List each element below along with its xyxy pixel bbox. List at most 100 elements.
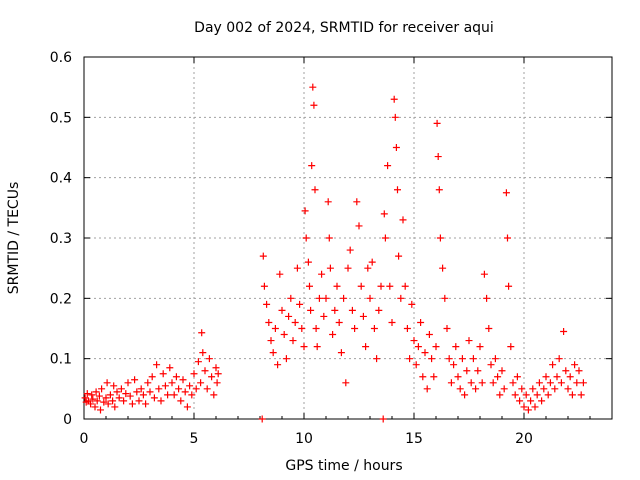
data-point xyxy=(505,282,513,290)
data-point xyxy=(571,361,579,369)
y-tick-label: 0 xyxy=(63,412,72,428)
data-point xyxy=(445,355,453,363)
data-point xyxy=(153,361,161,369)
data-point xyxy=(142,400,150,408)
data-point xyxy=(115,394,123,402)
data-point xyxy=(310,101,318,109)
x-axis-label: GPS time / hours xyxy=(285,458,402,474)
data-point xyxy=(447,379,455,387)
plot-frame xyxy=(83,56,613,420)
data-point xyxy=(203,385,211,393)
data-point xyxy=(502,189,510,197)
data-point xyxy=(384,162,392,170)
data-point xyxy=(342,379,350,387)
data-point xyxy=(289,337,297,345)
data-point xyxy=(391,113,399,121)
data-point xyxy=(81,394,89,402)
data-point xyxy=(304,258,312,266)
data-point xyxy=(122,390,130,398)
data-point xyxy=(291,318,299,326)
data-point xyxy=(467,379,475,387)
y-tick-label: 0.2 xyxy=(50,291,72,307)
data-point xyxy=(553,373,561,381)
data-point xyxy=(146,388,154,396)
data-point xyxy=(535,379,543,387)
data-point xyxy=(113,388,121,396)
data-point xyxy=(155,385,163,393)
data-point xyxy=(177,397,185,405)
data-point xyxy=(298,325,306,332)
data-point xyxy=(208,373,216,381)
data-point xyxy=(474,367,482,375)
data-point xyxy=(172,373,180,381)
data-point xyxy=(549,361,557,369)
data-point xyxy=(194,358,202,366)
data-point xyxy=(403,325,411,332)
data-point xyxy=(87,400,95,408)
data-point xyxy=(313,343,321,351)
data-point xyxy=(148,373,156,381)
data-point xyxy=(351,325,359,332)
data-point xyxy=(312,325,320,332)
data-point xyxy=(458,355,466,363)
data-point xyxy=(395,252,403,260)
data-point xyxy=(205,355,213,363)
data-point xyxy=(355,222,363,230)
data-point xyxy=(364,264,372,272)
data-point xyxy=(324,198,332,206)
data-point xyxy=(280,331,288,339)
data-point xyxy=(577,391,585,399)
data-point xyxy=(380,210,388,218)
data-point xyxy=(344,264,352,272)
data-point xyxy=(325,234,333,242)
y-tick-label: 0.1 xyxy=(50,352,72,368)
data-point xyxy=(412,361,420,369)
data-point xyxy=(555,355,563,363)
data-point xyxy=(186,382,194,390)
data-point xyxy=(433,119,441,127)
data-point xyxy=(392,144,400,151)
data-point xyxy=(524,406,532,414)
data-point xyxy=(454,373,462,381)
data-point xyxy=(104,400,112,408)
data-point xyxy=(394,186,401,194)
data-point xyxy=(480,270,488,278)
data-point xyxy=(516,397,524,405)
data-point xyxy=(260,282,268,290)
data-point xyxy=(513,373,521,381)
x-tick-label: 0 xyxy=(80,431,89,447)
data-point xyxy=(456,385,464,393)
data-point xyxy=(489,379,497,387)
data-point xyxy=(88,391,96,399)
data-point xyxy=(318,270,326,278)
y-tick-label: 0.3 xyxy=(50,231,72,247)
data-point xyxy=(335,318,343,326)
data-point xyxy=(478,379,486,387)
data-point xyxy=(276,270,284,278)
data-point xyxy=(306,282,313,290)
data-point xyxy=(329,331,337,339)
data-point xyxy=(181,388,189,396)
data-point xyxy=(269,349,277,357)
x-tick-label: 15 xyxy=(405,431,423,447)
data-point xyxy=(406,355,414,363)
data-point xyxy=(124,379,132,387)
data-point xyxy=(83,390,91,398)
data-point xyxy=(263,300,271,308)
data-point xyxy=(302,234,310,242)
data-point xyxy=(212,364,220,372)
data-point xyxy=(120,397,128,405)
data-point xyxy=(159,370,167,378)
data-point xyxy=(465,337,473,345)
data-point xyxy=(531,403,539,411)
data-point xyxy=(511,391,519,399)
data-point xyxy=(210,391,218,399)
data-point xyxy=(579,379,587,387)
data-point xyxy=(183,403,191,411)
grid-layer xyxy=(84,57,612,419)
data-point xyxy=(188,391,196,399)
data-point xyxy=(274,361,282,369)
data-point xyxy=(560,328,568,336)
data-point xyxy=(379,415,387,423)
x-tick-label: 10 xyxy=(295,431,313,447)
